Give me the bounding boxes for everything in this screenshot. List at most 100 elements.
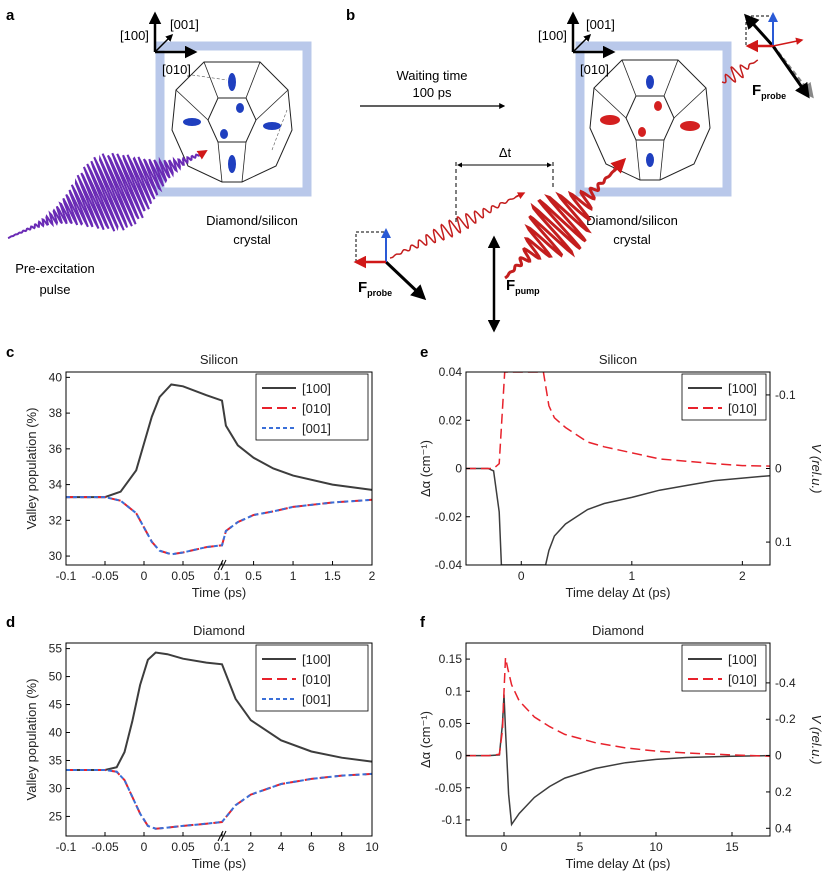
x-tick-label: 2 xyxy=(739,569,746,583)
legend-label: [010] xyxy=(302,672,331,687)
pump-pulse xyxy=(504,162,623,280)
valley-ellipsoid-blue xyxy=(220,129,228,139)
valley-ellipsoid-blue xyxy=(263,122,281,130)
plot-frame xyxy=(65,642,373,837)
y-right-tick-label: 0.2 xyxy=(775,785,792,799)
legend-box xyxy=(681,644,767,692)
legend-label: [001] xyxy=(302,421,331,436)
axis-label-001: [001] xyxy=(170,17,199,32)
axis-label-100: [100] xyxy=(538,28,567,43)
y-right-tick-label: -0.4 xyxy=(775,676,796,690)
valley-ellipsoid-red xyxy=(680,121,700,131)
y-tick-label: 40 xyxy=(49,370,63,384)
series-line-010 xyxy=(66,769,372,830)
series-line-100 xyxy=(466,694,770,827)
axis-break xyxy=(217,830,224,842)
y-tick-label: 0.04 xyxy=(439,365,463,379)
chart-f: Diamond 0 5 10 15 -0.1 -0.05 0 0.05 0.1 0.15 -0.4 -0… xyxy=(418,623,824,871)
y-tick-label: 0.1 xyxy=(445,684,462,698)
crystal-axes: [100] [001] [010] xyxy=(120,11,199,77)
x-tick-label: 0.5 xyxy=(245,569,262,583)
axis-label-010: [010] xyxy=(162,62,191,77)
chart-title: Diamond xyxy=(592,623,644,638)
y-tick-label: 25 xyxy=(49,809,63,823)
chart-c: Silicon -0.1 -0.05 0 0.05 0.1 0.5 1 1.5 2 30 32 34 36… xyxy=(24,352,376,600)
x-tick-label: 0 xyxy=(518,569,525,583)
series-line-001 xyxy=(66,769,372,830)
chart-title: Diamond xyxy=(193,623,245,638)
panel-b: b Waiting time 100 ps [100] [001] xyxy=(346,7,814,333)
y-tick-label: 45 xyxy=(49,698,63,712)
y-right-tick-label: -0.2 xyxy=(775,712,796,726)
x-tick-label: 0.1 xyxy=(214,569,231,583)
waiting-time-line1: Waiting time xyxy=(396,68,467,83)
panel-letter-d: d xyxy=(6,614,15,631)
f-pump-vector: Fpump xyxy=(487,235,540,333)
legend-box xyxy=(681,373,767,421)
y-tick-label: 0.02 xyxy=(439,413,463,427)
crystal-frame xyxy=(155,41,312,197)
panel-letter-b: b xyxy=(346,7,355,24)
y-tick-label: 50 xyxy=(49,670,63,684)
y-tick-label: -0.02 xyxy=(435,510,463,524)
x-tick-label: -0.1 xyxy=(56,840,77,854)
x-tick-label: -0.05 xyxy=(91,569,119,583)
y-tick-label: 55 xyxy=(49,642,63,656)
y-tick-label: 0 xyxy=(455,749,462,763)
x-tick-label: 0.05 xyxy=(171,569,195,583)
preexcitation-label-line1: Pre-excitation xyxy=(15,261,94,276)
x-tick-label: 8 xyxy=(338,840,345,854)
crystal-label-line2: crystal xyxy=(613,232,651,247)
axis-label-001: [001] xyxy=(586,17,615,32)
valley-ellipsoid-red xyxy=(638,127,646,137)
y-tick-label: 30 xyxy=(49,549,63,563)
plot-frame xyxy=(465,642,771,837)
crystal-label-line1: Diamond/silicon xyxy=(586,213,678,228)
plot-frame xyxy=(65,371,373,566)
f-probe-label: Fprobe xyxy=(358,279,392,298)
series-line-100 xyxy=(66,651,372,771)
y-tick-label: 30 xyxy=(49,781,63,795)
y-right-tick-label: -0.1 xyxy=(775,388,796,402)
y-tick-label: 0.15 xyxy=(439,652,463,666)
chart-e: Silicon 0 1 2 -0.04 -0.02 0 0.02 0.04 -0.1 0 0.1 Tim… xyxy=(418,352,824,600)
x-tick-label: 2 xyxy=(247,840,254,854)
y-right-tick-label: 0.4 xyxy=(775,821,792,835)
crystal-axes: [100] [001] [010] xyxy=(538,11,616,77)
axis-label-100: [100] xyxy=(120,28,149,43)
series-line-010 xyxy=(466,657,770,757)
y-axis-label: Δα (cm⁻¹) xyxy=(418,440,433,497)
y-tick-label: -0.05 xyxy=(435,781,463,795)
axis-label-010: [010] xyxy=(580,62,609,77)
legend-label: [010] xyxy=(728,401,757,416)
waiting-time-line2: 100 ps xyxy=(412,85,452,100)
f-pump-label: Fpump xyxy=(506,277,540,296)
crystal-frame xyxy=(575,41,732,197)
legend-label: [100] xyxy=(302,381,331,396)
panel-letter-f: f xyxy=(420,614,426,631)
y-axis-label: Valley population (%) xyxy=(24,408,39,530)
y-tick-label: 36 xyxy=(49,442,63,456)
valley-ellipsoid-blue xyxy=(228,73,236,91)
series-line-010 xyxy=(466,372,770,470)
x-tick-label: 6 xyxy=(308,840,315,854)
legend-label: [010] xyxy=(302,401,331,416)
f-probe-vector-left: Fprobe xyxy=(353,228,427,301)
legend-label: [100] xyxy=(728,381,757,396)
y-tick-label: 35 xyxy=(49,753,63,767)
legend-box xyxy=(255,644,369,712)
probe-pulse xyxy=(721,59,759,84)
x-tick-label: 5 xyxy=(577,840,584,854)
x-axis-label: Time (ps) xyxy=(192,856,246,871)
series-line-100 xyxy=(466,467,770,565)
axis-break xyxy=(217,559,224,571)
brillouin-zone xyxy=(171,61,293,183)
x-tick-label: 0 xyxy=(501,840,508,854)
y-tick-label: 34 xyxy=(49,478,63,492)
y-right-tick-label: 0 xyxy=(775,462,782,476)
legend-label: [001] xyxy=(302,692,331,707)
legend-box xyxy=(255,373,369,441)
chart-d: Diamond -0.1 -0.05 0 0.05 0.1 2 4 6 8 10 25 30 35 40 45… xyxy=(24,623,379,871)
preexcitation-label-line2: pulse xyxy=(39,282,70,297)
y-axis-label: Valley population (%) xyxy=(24,679,39,801)
